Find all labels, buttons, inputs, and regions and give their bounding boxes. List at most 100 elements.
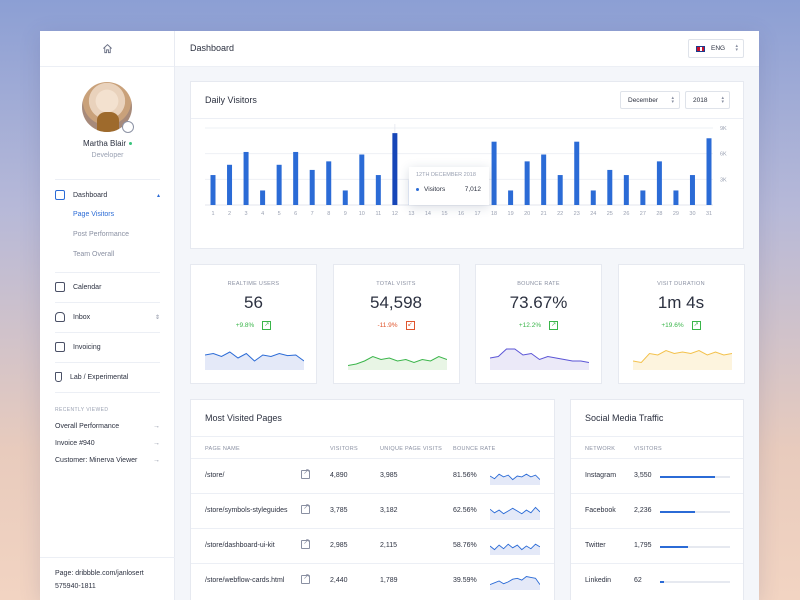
chart-bar[interactable]	[227, 164, 233, 205]
chart-bar[interactable]	[326, 161, 332, 205]
sidebar: Martha Blair Developer Dashboard ▴ Page …	[40, 31, 175, 600]
external-link-icon[interactable]	[301, 467, 310, 479]
nav-item-lab[interactable]: Lab / Experimental	[55, 369, 160, 385]
chart-bar[interactable]	[293, 151, 299, 205]
x-tick-label: 28	[656, 211, 662, 217]
external-link-icon[interactable]	[301, 502, 310, 514]
card-title: Social Media Traffic	[585, 413, 664, 423]
chart-bar[interactable]	[706, 138, 712, 205]
table-row[interactable]: Twitter 1,795	[571, 528, 743, 563]
card-title: Most Visited Pages	[205, 413, 282, 423]
recent-item[interactable]: Customer: Minerva Viewer →	[55, 457, 160, 464]
chart-bar[interactable]	[590, 190, 596, 205]
chart-bar[interactable]	[673, 190, 679, 205]
table-row[interactable]: Instagram 3,550	[571, 458, 743, 493]
traffic-bar	[660, 476, 730, 478]
x-tick-label: 7	[311, 211, 314, 217]
uk-flag-icon	[696, 45, 705, 52]
table-row[interactable]: /store/4,890 3,985 81.56%	[191, 458, 554, 493]
recent-item-label: Overall Performance	[55, 423, 120, 430]
home-button[interactable]	[40, 31, 174, 67]
chart-bar[interactable]	[342, 190, 348, 205]
footer-page-link[interactable]: Page: dribbble.com/janlosert	[55, 570, 144, 577]
invoice-icon	[55, 342, 65, 352]
sparkline-line	[490, 348, 589, 363]
sparkline-line	[490, 506, 540, 515]
divider	[55, 392, 160, 393]
table-row[interactable]: /store/symbols-styleguides 3,785 3,182 62.5…	[191, 493, 554, 528]
subnav-page-visitors[interactable]: Page Visitors	[73, 211, 115, 218]
recent-item[interactable]: Invoice #940 →	[55, 440, 160, 447]
chart-tooltip: 12TH DECEMBER 2018 Visitors 7,012	[409, 167, 489, 205]
tooltip-date: 12TH DECEMBER 2018	[416, 172, 476, 178]
chart-bar[interactable]	[689, 175, 695, 205]
sparkline-area	[490, 507, 540, 520]
chart-bar[interactable]	[557, 175, 563, 205]
traffic-bar	[660, 546, 730, 548]
x-tick-label: 24	[590, 211, 596, 217]
x-tick-label: 1	[211, 211, 214, 217]
lab-icon	[55, 372, 62, 382]
external-link-icon[interactable]	[301, 572, 310, 584]
x-tick-label: 13	[408, 211, 414, 217]
cell-page: /store/dashboard-ui-kit	[205, 542, 275, 549]
nav-item-label: Calendar	[73, 283, 102, 291]
chart-bar[interactable]	[623, 175, 629, 205]
cell-page: /store/webflow-cards.html	[205, 577, 285, 584]
external-link-icon[interactable]	[301, 537, 310, 549]
chart-bar[interactable]	[210, 175, 216, 205]
sparkline	[490, 348, 589, 370]
sparkline-line	[490, 576, 540, 586]
month-select[interactable]: December ▴ ▾	[620, 91, 680, 109]
divider	[55, 302, 160, 303]
table-row[interactable]: /store/webflow-cards.html 2,440 1,789 39.59…	[191, 563, 554, 598]
chart-bar[interactable]	[656, 161, 662, 205]
avatar[interactable]	[82, 82, 132, 132]
language-select[interactable]: ENG ▴ ▾	[688, 39, 744, 58]
table-row[interactable]: Facebook 2,236	[571, 493, 743, 528]
nav-item-invoicing[interactable]: Invoicing	[55, 339, 160, 355]
chart-bar[interactable]	[607, 169, 613, 205]
sparkline	[347, 355, 447, 370]
tooltip-label: Visitors	[424, 186, 446, 193]
chart-bar[interactable]	[359, 154, 365, 205]
x-tick-label: 12	[392, 211, 398, 217]
subnav-post-performance[interactable]: Post Performance	[73, 231, 130, 238]
chart-bar[interactable]	[309, 169, 315, 205]
sparkline	[205, 351, 304, 370]
column-header-network: NETWORK	[585, 446, 616, 452]
subnav-team-overall[interactable]: Team Overall	[73, 251, 115, 258]
nav-item-inbox[interactable]: Inbox ⇕	[55, 309, 160, 325]
recent-item[interactable]: Overall Performance →	[55, 423, 160, 430]
chart-bar[interactable]	[392, 133, 398, 205]
inbox-icon	[55, 312, 65, 322]
chart-bar[interactable]	[574, 141, 580, 205]
chart-bar[interactable]	[276, 164, 282, 205]
app-window: Martha Blair Developer Dashboard ▴ Page …	[40, 31, 759, 600]
cell-network: Facebook	[585, 507, 616, 514]
month-value: December	[628, 96, 658, 104]
profile-settings-gear-icon[interactable]	[122, 121, 134, 133]
year-select[interactable]: 2018 ▴ ▾	[685, 91, 730, 109]
chart-bar[interactable]	[640, 190, 646, 205]
table-row[interactable]: Linkedin 62	[571, 563, 743, 598]
trend-down-icon: ↙	[405, 321, 415, 330]
trend-up-icon: ↗	[549, 321, 559, 330]
nav-item-dashboard[interactable]: Dashboard ▴	[55, 187, 160, 203]
nav-item-calendar[interactable]: Calendar	[55, 279, 160, 295]
chevron-up-icon: ▴	[156, 192, 160, 199]
chart-bar[interactable]	[508, 190, 514, 205]
social-media-traffic-card: Social Media Traffic NETWORK VISITORS In…	[570, 399, 744, 600]
traffic-bar-fill	[660, 476, 716, 478]
chart-bar[interactable]	[375, 175, 381, 205]
chart-bar[interactable]	[541, 154, 547, 205]
chart-bar[interactable]	[524, 161, 530, 205]
traffic-bar-fill	[660, 546, 688, 548]
bounce-sparkline	[490, 543, 540, 555]
chart-bar[interactable]	[243, 151, 249, 205]
tooltip-value: 7,012	[464, 186, 481, 193]
chart-bar[interactable]	[491, 141, 497, 205]
table-row[interactable]: /store/dashboard-ui-kit 2,985 2,115 58.76%	[191, 528, 554, 563]
chart-bar[interactable]	[260, 190, 266, 205]
